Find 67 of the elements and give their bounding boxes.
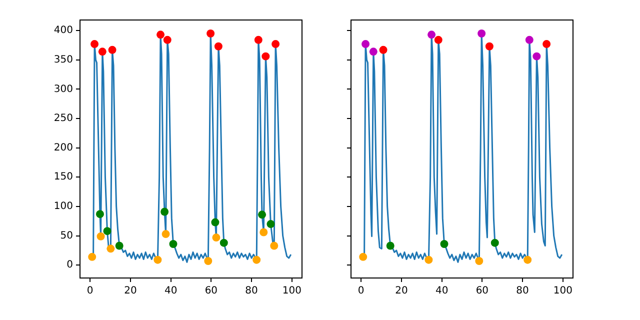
- point: [103, 227, 112, 236]
- point: [379, 46, 388, 54]
- x-tick-label: 80: [245, 286, 258, 297]
- point: [254, 36, 262, 44]
- y-tick-label: 400: [54, 25, 73, 36]
- y-tick-label: 250: [54, 113, 73, 124]
- point: [212, 234, 220, 242]
- point: [154, 256, 162, 264]
- x-tick-label: 0: [358, 286, 364, 297]
- point: [162, 230, 170, 238]
- point: [369, 48, 378, 56]
- point: [160, 208, 169, 216]
- point: [524, 256, 532, 264]
- point: [542, 40, 551, 48]
- x-tick-label: 20: [124, 286, 137, 297]
- point: [478, 29, 486, 38]
- point: [156, 30, 165, 39]
- point: [90, 40, 99, 48]
- point: [272, 40, 280, 48]
- x-tick-label: 40: [164, 286, 178, 297]
- point: [525, 36, 534, 44]
- point: [214, 42, 222, 50]
- y-tick-label: 0: [66, 260, 73, 271]
- point: [475, 256, 484, 265]
- point: [204, 256, 212, 265]
- point: [262, 52, 270, 60]
- y-tick-label: 200: [54, 142, 73, 154]
- point: [424, 256, 433, 264]
- point: [106, 244, 115, 253]
- point: [169, 240, 178, 248]
- x-tick-label: 80: [516, 286, 529, 297]
- point: [163, 36, 172, 44]
- x-tick-label: 40: [435, 286, 448, 297]
- y-tick-label: 100: [54, 201, 73, 212]
- point: [220, 238, 228, 247]
- x-tick-label: 60: [204, 286, 218, 297]
- y-tick-label: 50: [60, 230, 73, 242]
- point: [108, 46, 116, 54]
- point: [260, 228, 268, 236]
- point: [211, 218, 220, 226]
- point: [96, 210, 104, 218]
- point: [252, 256, 261, 264]
- point: [98, 48, 106, 56]
- point: [206, 29, 215, 38]
- y-tick-label: 300: [54, 84, 73, 95]
- y-tick-label: 150: [54, 172, 73, 183]
- point: [386, 242, 394, 250]
- point: [88, 252, 96, 261]
- y-tick-label: 350: [54, 54, 73, 66]
- x-tick-label: 0: [86, 286, 94, 297]
- point: [266, 220, 275, 228]
- point: [434, 36, 442, 44]
- point: [428, 30, 436, 39]
- point: [96, 232, 105, 240]
- point: [115, 242, 124, 250]
- point: [258, 210, 266, 219]
- point: [485, 42, 494, 50]
- point: [362, 40, 370, 48]
- point: [532, 52, 541, 60]
- x-tick-label: 100: [553, 286, 572, 297]
- point: [490, 238, 499, 247]
- point: [359, 252, 368, 261]
- x-tick-label: 100: [282, 286, 302, 297]
- point: [270, 242, 278, 250]
- x-tick-label: 20: [395, 286, 408, 297]
- point: [440, 240, 448, 248]
- x-tick-label: 60: [476, 286, 489, 297]
